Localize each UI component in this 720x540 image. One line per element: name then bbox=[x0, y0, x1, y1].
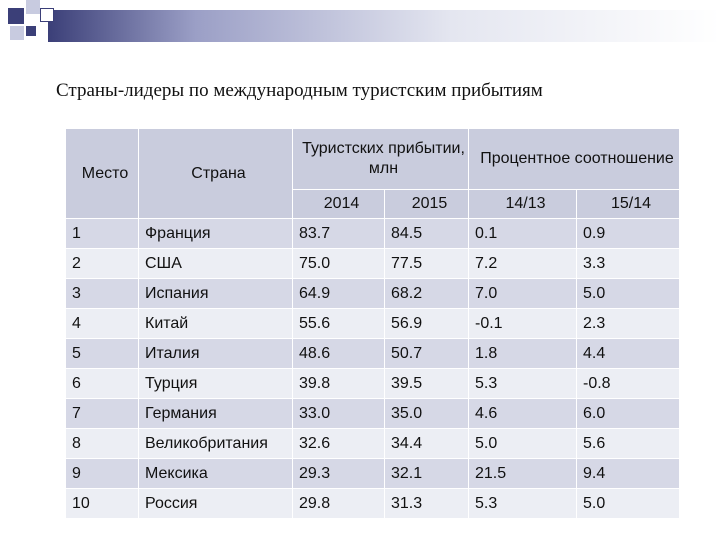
cell-15-14: 2.3 bbox=[575, 308, 681, 339]
cell-country: Турция bbox=[138, 368, 293, 399]
cell-place: 1 bbox=[65, 218, 139, 249]
cell-2015: 77.5 bbox=[384, 248, 469, 279]
cell-14-13: 7.2 bbox=[468, 248, 577, 279]
cell-14-13: 5.3 bbox=[468, 368, 577, 399]
table-row: 6 Турция 39.8 39.5 5.3 -0.8 bbox=[65, 368, 681, 399]
cell-15-14: 5.6 bbox=[575, 428, 681, 459]
cell-2014: 48.6 bbox=[292, 338, 385, 369]
table-row: 4 Китай 55.6 56.9 -0.1 2.3 bbox=[65, 308, 681, 339]
cell-country: США bbox=[138, 248, 293, 279]
cell-2014: 39.8 bbox=[292, 368, 385, 399]
cell-2015: 32.1 bbox=[384, 458, 469, 489]
cell-2015: 84.5 bbox=[384, 218, 469, 249]
cell-place: 10 bbox=[65, 488, 139, 519]
cell-2015: 56.9 bbox=[384, 308, 469, 339]
header-14-13: 14/13 bbox=[468, 189, 577, 219]
cell-place: 8 bbox=[65, 428, 139, 459]
decor-square-light bbox=[10, 26, 24, 40]
cell-14-13: -0.1 bbox=[468, 308, 577, 339]
cell-2014: 64.9 bbox=[292, 278, 385, 309]
cell-14-13: 0.1 bbox=[468, 218, 577, 249]
decor-square-light bbox=[26, 0, 40, 14]
cell-15-14: 5.0 bbox=[575, 278, 681, 309]
cell-14-13: 4.6 bbox=[468, 398, 577, 429]
cell-14-13: 1.8 bbox=[468, 338, 577, 369]
cell-15-14: -0.8 bbox=[575, 368, 681, 399]
decor-square-dark bbox=[8, 8, 24, 24]
cell-15-14: 4.4 bbox=[575, 338, 681, 369]
table-row: 10 Россия 29.8 31.3 5.3 5.0 bbox=[65, 488, 681, 519]
cell-country: Испания bbox=[138, 278, 293, 309]
cell-15-14: 6.0 bbox=[575, 398, 681, 429]
table-row: 2 США 75.0 77.5 7.2 3.3 bbox=[65, 248, 681, 279]
cell-2014: 33.0 bbox=[292, 398, 385, 429]
header-ratio: Процентное соотношение bbox=[467, 128, 681, 190]
header-country: Страна bbox=[138, 128, 293, 219]
table-row: 7 Германия 33.0 35.0 4.6 6.0 bbox=[65, 398, 681, 429]
cell-country: Великобритания bbox=[138, 428, 293, 459]
table-row: 9 Мексика 29.3 32.1 21.5 9.4 bbox=[65, 458, 681, 489]
cell-14-13: 5.0 bbox=[468, 428, 577, 459]
header-2015: 2015 bbox=[384, 189, 469, 219]
cell-country: Италия bbox=[138, 338, 293, 369]
cell-2014: 29.3 bbox=[292, 458, 385, 489]
cell-2015: 39.5 bbox=[384, 368, 469, 399]
decor-square-outline bbox=[40, 8, 54, 22]
cell-country: Россия bbox=[138, 488, 293, 519]
cell-place: 6 bbox=[65, 368, 139, 399]
table-row: 8 Великобритания 32.6 34.4 5.0 5.6 bbox=[65, 428, 681, 459]
cell-2015: 31.3 bbox=[384, 488, 469, 519]
cell-2014: 83.7 bbox=[292, 218, 385, 249]
cell-15-14: 5.0 bbox=[575, 488, 681, 519]
table-row: 1 Франция 83.7 84.5 0.1 0.9 bbox=[65, 218, 681, 249]
cell-place: 2 bbox=[65, 248, 139, 279]
header-arrivals: Туристских прибытии, млн bbox=[292, 128, 469, 190]
decor-square-dark bbox=[26, 26, 36, 36]
cell-2015: 35.0 bbox=[384, 398, 469, 429]
cell-place: 9 bbox=[65, 458, 139, 489]
table-row: 5 Италия 48.6 50.7 1.8 4.4 bbox=[65, 338, 681, 369]
cell-place: 7 bbox=[65, 398, 139, 429]
cell-2014: 55.6 bbox=[292, 308, 385, 339]
cell-place: 3 bbox=[65, 278, 139, 309]
cell-14-13: 7.0 bbox=[468, 278, 577, 309]
header-2014: 2014 bbox=[292, 189, 385, 219]
cell-country: Китай bbox=[138, 308, 293, 339]
cell-country: Франция bbox=[138, 218, 293, 249]
tourism-table: Место Страна Туристских прибытии, млн Пр… bbox=[65, 128, 681, 519]
cell-2015: 68.2 bbox=[384, 278, 469, 309]
cell-14-13: 21.5 bbox=[468, 458, 577, 489]
cell-place: 4 bbox=[65, 308, 139, 339]
header-gradient-band bbox=[48, 10, 720, 42]
cell-2014: 32.6 bbox=[292, 428, 385, 459]
cell-15-14: 0.9 bbox=[575, 218, 681, 249]
table-row: 3 Испания 64.9 68.2 7.0 5.0 bbox=[65, 278, 681, 309]
page-title: Страны-лидеры по международным туристски… bbox=[56, 80, 543, 101]
cell-2015: 50.7 bbox=[384, 338, 469, 369]
cell-place: 5 bbox=[65, 338, 139, 369]
cell-2014: 29.8 bbox=[292, 488, 385, 519]
cell-15-14: 3.3 bbox=[575, 248, 681, 279]
cell-15-14: 9.4 bbox=[575, 458, 681, 489]
cell-14-13: 5.3 bbox=[468, 488, 577, 519]
cell-2015: 34.4 bbox=[384, 428, 469, 459]
cell-country: Мексика bbox=[138, 458, 293, 489]
cell-2014: 75.0 bbox=[292, 248, 385, 279]
header-15-14: 15/14 bbox=[575, 189, 681, 219]
header-place: Место bbox=[65, 128, 139, 219]
cell-country: Германия bbox=[138, 398, 293, 429]
